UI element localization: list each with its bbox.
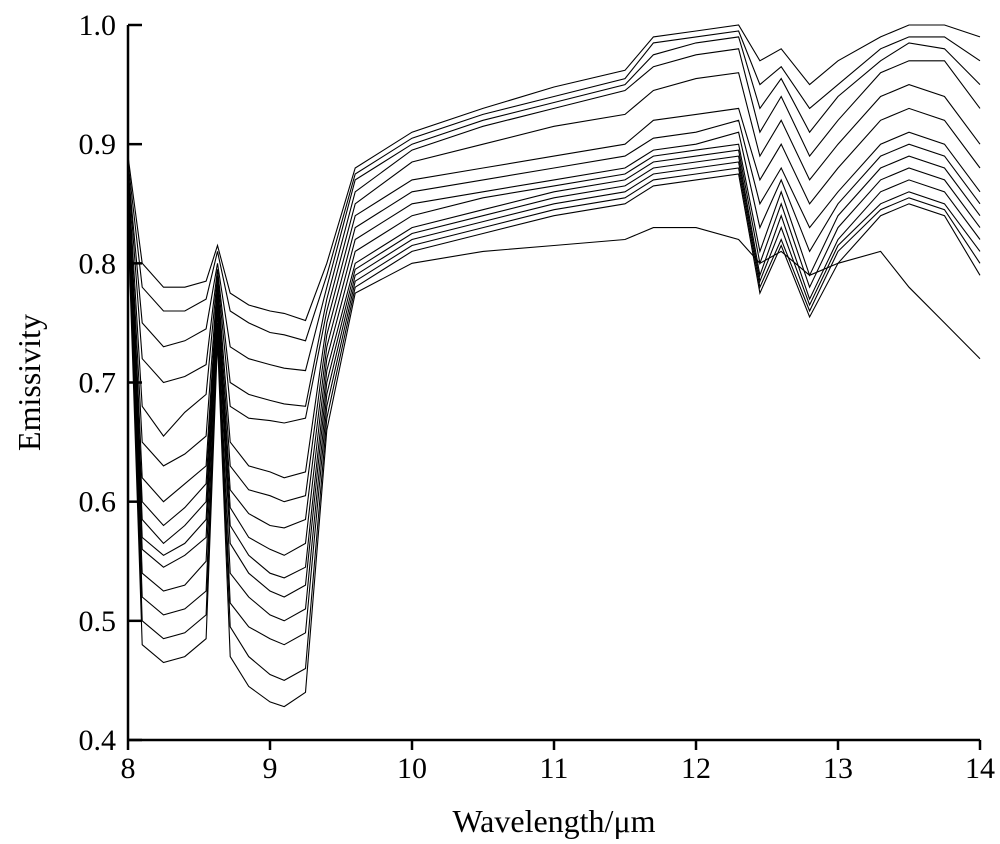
x-tick-label: 14 xyxy=(965,752,995,785)
y-tick-label: 0.4 xyxy=(79,724,117,757)
axes-layer xyxy=(126,25,980,742)
spectrum-line-12 xyxy=(127,161,981,622)
spectrum-line-1 xyxy=(127,24,981,322)
spectrum-line-5 xyxy=(127,72,981,437)
x-tick-label: 10 xyxy=(397,752,427,785)
y-tick-label: 0.6 xyxy=(79,486,117,519)
spectrum-line-15 xyxy=(127,221,981,708)
x-tick-label: 8 xyxy=(121,752,136,785)
series-layer xyxy=(127,24,981,708)
y-tick-label: 1.0 xyxy=(79,9,117,42)
spectrum-line-2 xyxy=(127,30,981,342)
x-axis-title: Wavelength/μm xyxy=(453,803,656,839)
spectrum-line-8 xyxy=(127,131,981,529)
y-tick-label: 0.9 xyxy=(79,128,117,161)
spectrum-line-9 xyxy=(127,143,981,556)
spectrum-line-10 xyxy=(127,149,981,579)
spectrum-line-3 xyxy=(127,36,981,372)
spectrum-line-7 xyxy=(127,119,981,503)
spectrum-line-14 xyxy=(127,173,981,682)
spectrum-line-4 xyxy=(127,48,981,407)
spectrum-line-11 xyxy=(127,155,981,598)
x-tick-label: 12 xyxy=(681,752,711,785)
x-tick-label: 13 xyxy=(823,752,853,785)
x-tick-label: 9 xyxy=(263,752,278,785)
x-tick-label: 11 xyxy=(540,752,569,785)
y-axis-title: Emissivity xyxy=(11,314,47,451)
y-tick-label: 0.7 xyxy=(79,367,117,400)
ticks-layer: 8 9 10 11 12 13 14 0.4 0.5 0.6 0.7 0.8 0.9 1.0 xyxy=(79,9,996,785)
y-tick-label: 0.5 xyxy=(79,605,117,638)
y-tick-label: 0.8 xyxy=(79,247,117,280)
spectrum-line-6 xyxy=(127,107,981,479)
spectrum-line-13 xyxy=(127,167,981,646)
